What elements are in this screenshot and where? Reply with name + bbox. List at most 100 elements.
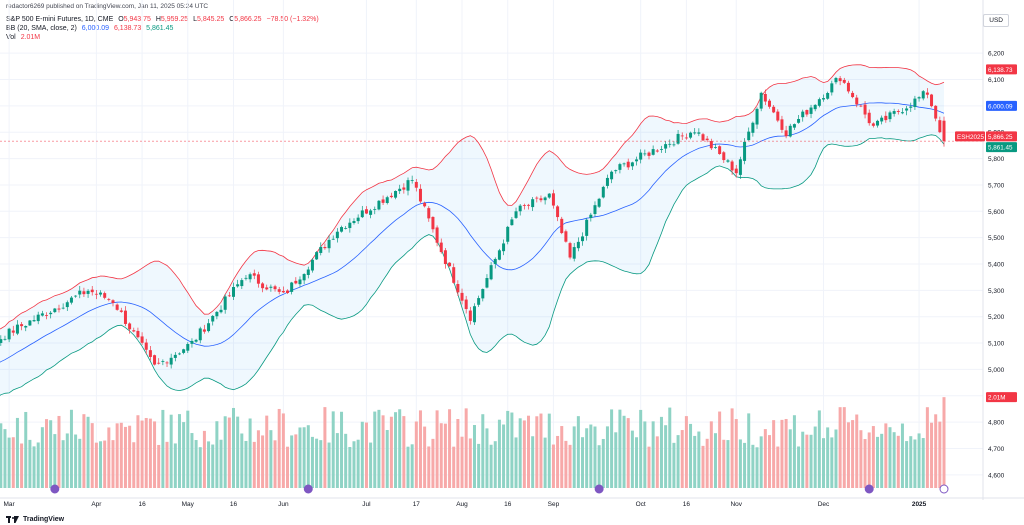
volume-bar — [182, 422, 186, 488]
volume-bar — [502, 424, 506, 488]
last-price-tag-text: ESH2025 — [957, 134, 984, 141]
y-tick-label: 4,700 — [988, 446, 1005, 453]
volume-bar — [74, 434, 78, 488]
candle-body — [315, 252, 319, 260]
candle-body — [668, 143, 672, 145]
volume-bar — [82, 414, 86, 488]
candle-body — [589, 214, 593, 219]
candle-body — [747, 131, 751, 141]
candle-body — [456, 284, 460, 293]
volume-bar — [605, 426, 609, 488]
candle-body — [248, 274, 252, 280]
candle-body — [3, 338, 7, 340]
volume-bar — [888, 427, 892, 488]
volume-bar — [668, 407, 672, 488]
y-tick-label: 4,600 — [988, 472, 1005, 479]
candle-body — [564, 231, 568, 242]
volume-bar — [763, 429, 767, 488]
volume-bar — [930, 422, 934, 488]
vol-label[interactable]: Vol — [6, 34, 16, 41]
candle-body — [527, 204, 530, 206]
volume-bar — [256, 430, 260, 488]
volume-bar — [107, 427, 111, 488]
candle-body — [805, 110, 809, 115]
volume-bar — [99, 441, 103, 488]
volume-bar — [709, 421, 713, 488]
volume-bar — [689, 423, 693, 488]
volume-bar — [252, 441, 256, 488]
volume-bar — [630, 430, 634, 488]
volume-bar — [294, 434, 298, 488]
x-tick-label: Nov — [730, 501, 742, 508]
volume-bar — [610, 409, 614, 488]
volume-bar — [942, 397, 946, 488]
volume-bar — [651, 421, 655, 488]
volume-bar — [826, 427, 830, 488]
volume-bar — [468, 438, 472, 488]
volume-bar — [153, 421, 157, 488]
high-label: H — [155, 16, 161, 23]
candle-body — [165, 362, 169, 364]
volume-bar — [49, 420, 53, 488]
volume-bar — [231, 407, 235, 488]
candle-body — [942, 120, 946, 142]
volume-bar — [7, 437, 11, 488]
candle-body — [772, 106, 776, 113]
volume-bar — [659, 416, 663, 488]
volume-bar — [431, 438, 435, 488]
volume-bar — [119, 422, 123, 488]
y-tick-label: 5,700 — [988, 182, 1005, 189]
volume-bar — [734, 419, 738, 488]
volume-bar — [402, 416, 406, 488]
volume-bar — [186, 410, 190, 488]
y-tick-label: 4,800 — [988, 420, 1005, 427]
volume-bar — [543, 437, 547, 488]
volume-bar — [227, 417, 231, 488]
candle-body — [356, 217, 360, 222]
volume-bar — [776, 446, 780, 488]
volume-bar — [539, 413, 543, 488]
volume-bar — [177, 414, 181, 488]
candle-body — [618, 164, 622, 170]
bb-lower-line — [0, 134, 945, 396]
bb-label[interactable]: BB (20, SMA, close, 2) — [6, 25, 77, 32]
volume-bar — [805, 434, 809, 488]
volume-bar — [535, 416, 539, 488]
volume-bar — [244, 440, 248, 488]
candle-body — [726, 160, 730, 162]
volume-bar — [817, 410, 821, 488]
symbol-title[interactable]: S&P 500 E-mini Futures, 1D, CME — [6, 16, 114, 23]
currency-button[interactable]: USD — [983, 14, 1009, 27]
candle-body — [410, 180, 414, 181]
candle-body — [331, 238, 335, 240]
candle-body — [61, 307, 65, 309]
x-tick-label: 16 — [230, 501, 238, 508]
last-price-badge — [986, 131, 1017, 142]
volume-bar — [198, 447, 202, 488]
y-tick-label: 5,800 — [988, 156, 1005, 163]
volume-bar — [647, 446, 651, 488]
volume-bar — [315, 438, 319, 488]
volume-bar — [489, 444, 493, 488]
candle-body — [859, 105, 863, 107]
volume-bar — [340, 411, 344, 488]
volume-bar — [680, 430, 684, 488]
candle-body — [689, 132, 693, 138]
volume-bar — [713, 433, 717, 488]
low-label: L — [193, 16, 198, 23]
volume-bar — [223, 416, 227, 488]
candle-body — [194, 339, 198, 342]
candle-body — [369, 210, 373, 215]
volume-bar — [921, 438, 925, 488]
volume-bar — [560, 426, 564, 488]
volume-bar — [57, 415, 61, 488]
event-marker-icon — [50, 484, 60, 494]
candle-body — [223, 296, 227, 310]
volume-bar — [364, 422, 368, 488]
candle-body — [676, 133, 680, 144]
volume-bar — [78, 438, 82, 488]
candle-body — [418, 188, 422, 202]
candle-body — [335, 231, 339, 239]
bb-upper-badge — [986, 64, 1017, 75]
